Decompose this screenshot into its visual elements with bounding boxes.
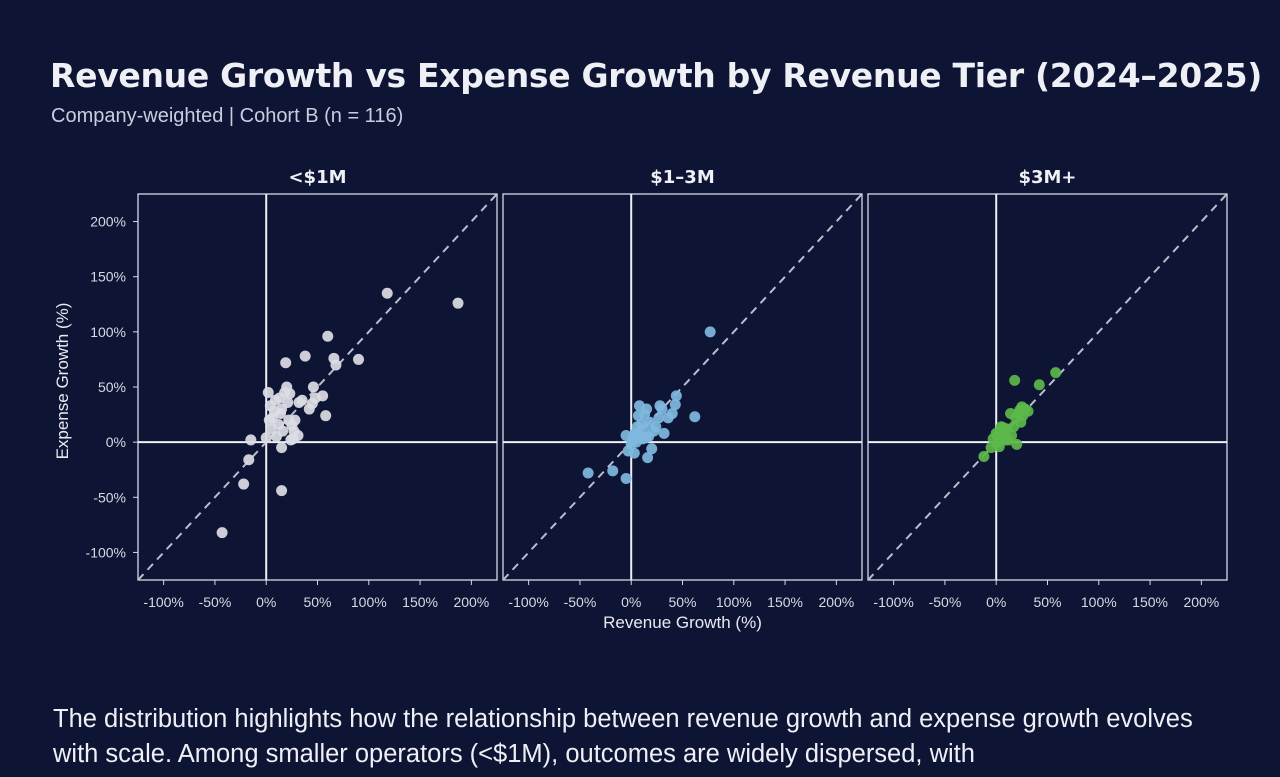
reference-line: [138, 194, 497, 580]
data-point: [628, 447, 640, 459]
faceted-scatter-chart: <$1M -100% -50% 0% 50% 100% 150% 200% -100% -50% 0…: [53, 167, 1228, 632]
data-point: [704, 326, 716, 338]
data-point: [1011, 438, 1023, 450]
data-point: [296, 394, 308, 406]
chart-subtitle: Company-weighted | Cohort B (n = 116): [51, 105, 404, 127]
data-point: [320, 410, 332, 422]
data-point: [276, 485, 288, 497]
data-point: [689, 411, 701, 423]
x-tick-label: 50%: [1033, 594, 1061, 610]
data-point: [1050, 367, 1062, 379]
x-tick-label: -100%: [873, 594, 913, 610]
data-point: [287, 433, 299, 445]
panel-title: <$1M: [288, 167, 346, 188]
data-point: [582, 467, 594, 479]
y-tick-label: -50%: [93, 489, 126, 505]
data-point: [670, 390, 682, 402]
data-point: [260, 432, 272, 444]
x-tick-label: 50%: [668, 594, 696, 610]
y-tick-label: 200%: [90, 214, 126, 230]
chart-caption: The distribution highlights how the rela…: [53, 705, 1193, 768]
y-tick-label: 150%: [90, 269, 126, 285]
data-point: [997, 422, 1009, 434]
panel-title: $3M+: [1018, 167, 1076, 188]
x-tick-label: 50%: [303, 594, 331, 610]
data-point: [262, 387, 274, 399]
data-point: [641, 403, 653, 415]
data-point: [269, 394, 281, 406]
data-point: [653, 412, 665, 424]
data-point: [607, 465, 619, 477]
data-point: [277, 425, 289, 437]
data-point: [999, 434, 1011, 446]
data-point: [1033, 379, 1045, 391]
x-tick-label: -100%: [143, 594, 183, 610]
x-tick-label: 150%: [1132, 594, 1168, 610]
x-axis-label: Revenue Growth (%): [603, 613, 762, 632]
data-point: [381, 287, 393, 299]
x-tick-label: 200%: [1183, 594, 1219, 610]
y-tick-label: 100%: [90, 324, 126, 340]
data-point: [284, 388, 296, 400]
x-tick-label: 100%: [351, 594, 387, 610]
data-point: [353, 353, 365, 365]
data-point: [289, 414, 301, 426]
y-tick-label: 0%: [106, 434, 126, 450]
data-point: [1014, 404, 1026, 416]
x-tick-label: 0%: [256, 594, 276, 610]
x-tick-label: -100%: [508, 594, 548, 610]
y-tick-label: -100%: [86, 544, 126, 560]
data-point: [276, 442, 288, 454]
y-tick-label: 50%: [98, 379, 126, 395]
x-tick-label: -50%: [929, 594, 962, 610]
data-point: [978, 450, 990, 462]
x-tick-label: 0%: [986, 594, 1006, 610]
data-point: [1009, 374, 1021, 386]
x-tick-label: -50%: [199, 594, 232, 610]
chart-title: Revenue Growth vs Expense Growth by Reve…: [50, 56, 1263, 95]
data-point: [452, 297, 464, 309]
reference-line: [503, 194, 862, 580]
x-tick-label: -50%: [564, 594, 597, 610]
data-point: [322, 330, 334, 342]
data-point: [317, 390, 329, 402]
data-point: [669, 399, 681, 411]
x-tick-label: 200%: [453, 594, 489, 610]
data-point: [299, 350, 311, 362]
data-point: [266, 412, 278, 424]
data-point: [280, 357, 292, 369]
x-tick-label: 100%: [1081, 594, 1117, 610]
data-point: [646, 443, 658, 455]
data-point: [650, 421, 662, 433]
data-point: [243, 454, 255, 466]
data-point: [238, 478, 250, 490]
data-point: [307, 381, 319, 393]
data-point: [1022, 405, 1034, 417]
data-point: [620, 473, 632, 485]
data-point: [642, 452, 654, 464]
data-point: [275, 407, 287, 419]
x-tick-label: 0%: [621, 594, 641, 610]
reference-line: [868, 194, 1227, 580]
data-point: [656, 403, 668, 415]
data-point: [245, 434, 257, 446]
x-tick-label: 100%: [716, 594, 752, 610]
panel-title: $1–3M: [650, 167, 715, 188]
data-point: [282, 396, 294, 408]
data-point: [216, 527, 228, 539]
y-axis-label: Expense Growth (%): [53, 303, 72, 460]
x-tick-label: 200%: [818, 594, 854, 610]
data-point: [666, 407, 678, 419]
data-point: [658, 427, 670, 439]
x-tick-label: 150%: [402, 594, 438, 610]
data-point: [330, 359, 342, 371]
data-point: [643, 431, 655, 443]
x-tick-label: 150%: [767, 594, 803, 610]
